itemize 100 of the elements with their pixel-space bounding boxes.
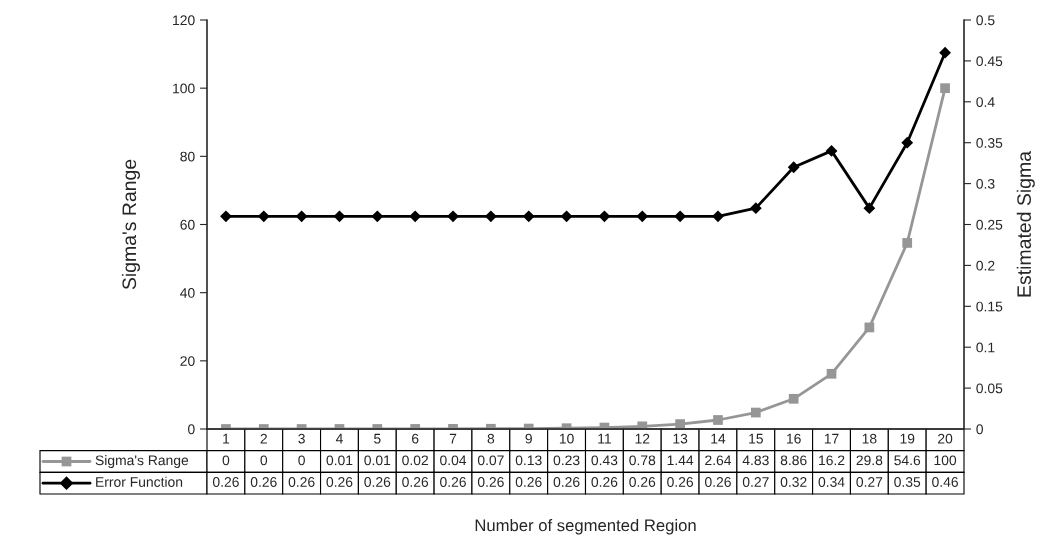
y-tick-label: 100 (173, 83, 195, 94)
data-label: 1.44 (667, 455, 694, 466)
data-label: 0.78 (629, 455, 656, 466)
data-label: 0.23 (553, 455, 580, 466)
x-axis-title: Number of segmented Region (475, 519, 696, 535)
point (940, 83, 950, 94)
x-tick-label: 8 (487, 433, 495, 444)
data-label: 0.07 (477, 455, 504, 466)
point (901, 136, 914, 149)
y2-tick-label: 0.4 (976, 97, 995, 107)
point (787, 161, 800, 174)
data-label: 0.26 (212, 477, 239, 487)
data-label: 0.26 (705, 477, 731, 487)
y2-tick-label: 0.3 (976, 178, 995, 189)
x-tick-label: 7 (449, 433, 457, 444)
y-tick-label: 120 (173, 15, 195, 26)
y-tick-label: 80 (180, 151, 195, 162)
data-label: 0.26 (591, 477, 618, 487)
data-label: 2.64 (705, 455, 732, 466)
point (863, 202, 876, 215)
y2-axis-title: Estimated Sigma (1016, 151, 1035, 297)
data-label: 0.27 (856, 477, 883, 487)
x-tick-label: 14 (711, 433, 726, 444)
point (598, 210, 611, 223)
point (333, 210, 346, 223)
y2-tick-label: 0.1 (976, 342, 995, 353)
y-tick-label: 60 (180, 219, 195, 230)
point (295, 210, 308, 223)
x-tick-label: 9 (525, 433, 532, 444)
data-label: 0.26 (326, 477, 353, 487)
point (371, 210, 384, 223)
data-label: 0.04 (440, 455, 467, 466)
point (712, 210, 724, 223)
data-label: 0.26 (402, 477, 429, 487)
x-tick-label: 20 (938, 433, 953, 444)
x-tick-label: 4 (335, 433, 343, 444)
data-label: 4.83 (742, 455, 769, 466)
x-tick-label: 2 (260, 433, 267, 444)
x-tick-label: 3 (298, 433, 305, 444)
data-label: 0.34 (818, 477, 845, 487)
point (902, 238, 913, 248)
data-label: 100 (934, 455, 957, 466)
data-label: 0.35 (894, 477, 921, 487)
data-label: 54.6 (894, 455, 921, 466)
x-tick-label: 18 (862, 433, 877, 444)
x-tick-label: 16 (787, 433, 801, 444)
data-label: 16.2 (819, 455, 845, 466)
data-label: 0.46 (932, 477, 958, 487)
y-tick-label: 40 (180, 288, 195, 298)
x-tick-label: 5 (374, 433, 381, 444)
data-label: 29.8 (856, 455, 883, 466)
data-label: 0.01 (326, 455, 353, 466)
data-label: 0.26 (477, 477, 504, 487)
data-label: 0.02 (402, 455, 428, 466)
x-tick-label: 11 (598, 433, 611, 444)
data-label: 0.26 (629, 477, 656, 487)
y-tick-label: 20 (180, 356, 195, 366)
data-label: 0.26 (364, 477, 391, 487)
point (220, 210, 232, 223)
point (826, 368, 837, 379)
data-label: 0.26 (250, 477, 277, 487)
x-tick-label: 12 (635, 433, 650, 444)
data-label: 0.32 (780, 477, 807, 487)
point (825, 144, 838, 157)
legend-label: Sigma's Range (95, 455, 189, 468)
point (637, 421, 648, 429)
y2-tick-label: 0.45 (976, 56, 1003, 67)
x-tick-label: 19 (900, 433, 915, 444)
y2-tick-label: 0.25 (976, 219, 1003, 230)
x-tick-label: 1 (223, 433, 230, 444)
data-label: 0.27 (742, 477, 769, 487)
x-tick-label: 15 (749, 433, 763, 444)
point (636, 210, 649, 223)
y2-tick-label: 0.15 (976, 301, 1003, 312)
x-tick-label: 10 (559, 433, 574, 444)
y-axis-title: Sigma's Range (121, 159, 140, 290)
point (939, 46, 951, 59)
point (713, 415, 723, 425)
y-tick-label: 0 (188, 424, 195, 435)
data-label: 0.43 (591, 455, 618, 466)
y2-tick-label: 0.05 (976, 383, 1003, 394)
data-label: 8.86 (780, 455, 807, 466)
x-tick-label: 6 (412, 433, 419, 444)
data-label: 0.01 (364, 455, 391, 466)
y2-tick-label: 0.2 (976, 260, 995, 271)
data-label: 0.26 (667, 477, 694, 487)
y2-tick-label: 0.35 (976, 138, 1003, 148)
data-label: 0.26 (288, 477, 315, 487)
point (749, 202, 762, 215)
legend-label: Error Function (96, 476, 183, 487)
point (788, 393, 799, 404)
data-label: 0 (222, 455, 230, 466)
data-label: 0.13 (515, 455, 542, 466)
data-label: 0.26 (440, 477, 466, 487)
point (447, 210, 459, 223)
y2-tick-label: 0.5 (976, 15, 995, 26)
data-label: 0 (298, 455, 305, 466)
point (675, 419, 685, 429)
point (522, 210, 535, 223)
data-label: 0.26 (553, 477, 580, 487)
